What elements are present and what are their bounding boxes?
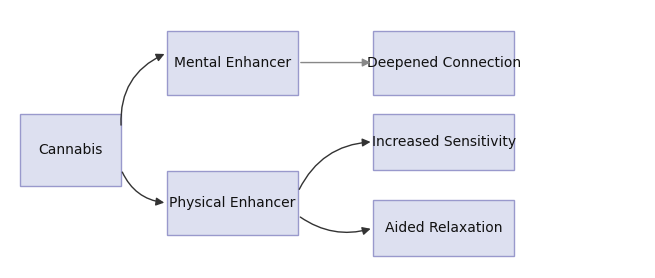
FancyBboxPatch shape xyxy=(167,31,298,95)
Text: Increased Sensitivity: Increased Sensitivity xyxy=(371,135,516,149)
FancyBboxPatch shape xyxy=(167,171,298,235)
Text: Mental Enhancer: Mental Enhancer xyxy=(174,56,291,70)
FancyBboxPatch shape xyxy=(373,31,514,95)
Text: Physical Enhancer: Physical Enhancer xyxy=(170,196,295,210)
Text: Deepened Connection: Deepened Connection xyxy=(367,56,521,70)
Text: Cannabis: Cannabis xyxy=(38,143,103,157)
FancyBboxPatch shape xyxy=(373,114,514,170)
Text: Aided Relaxation: Aided Relaxation xyxy=(385,221,502,235)
FancyBboxPatch shape xyxy=(20,114,121,186)
FancyBboxPatch shape xyxy=(373,200,514,256)
